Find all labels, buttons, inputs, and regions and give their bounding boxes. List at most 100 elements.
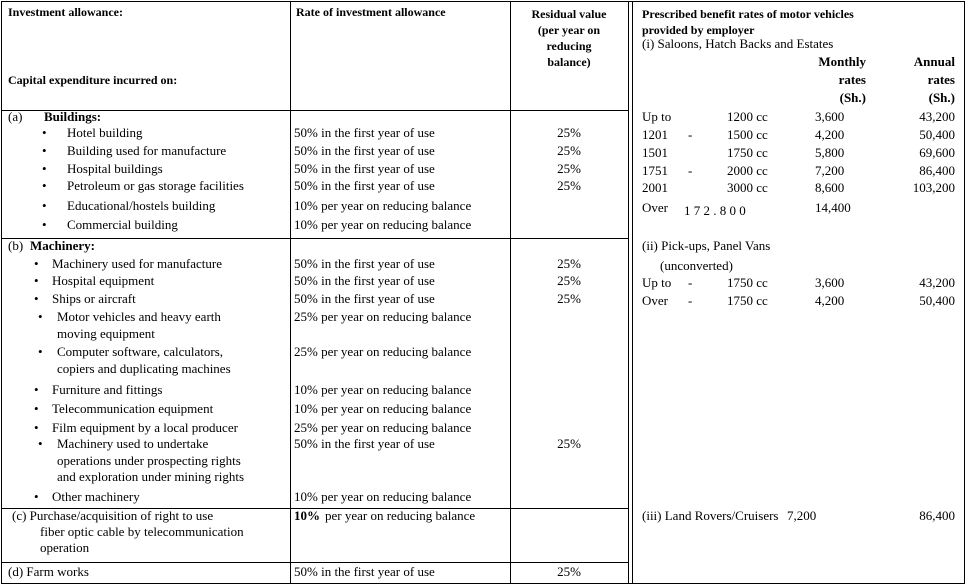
bullet: • bbox=[42, 161, 47, 176]
rule bbox=[1, 1, 965, 2]
residual-cell: 25% bbox=[557, 178, 581, 193]
annual-rate: 43,200 bbox=[919, 109, 955, 124]
residual-cell: 25% bbox=[557, 436, 581, 451]
header-cell: Residual value bbox=[531, 7, 607, 21]
item-text: Ships or aircraft bbox=[52, 291, 136, 306]
rate-cell: 50% in the first year of use bbox=[294, 436, 435, 451]
item-text: (d) Farm works bbox=[8, 564, 89, 579]
item-text: (c) Purchase/acquisition of right to use bbox=[12, 508, 214, 523]
bullet: • bbox=[42, 178, 47, 193]
bullet: • bbox=[34, 420, 39, 435]
item-text: Educational/hostels building bbox=[67, 198, 216, 213]
column-header: Annual bbox=[913, 54, 955, 69]
item-text: operation bbox=[40, 540, 90, 555]
rule bbox=[632, 1, 633, 583]
rule bbox=[1, 583, 965, 584]
column-header: (Sh.) bbox=[928, 90, 955, 105]
rule bbox=[1, 238, 628, 239]
range-to: 1750 cc bbox=[727, 293, 768, 308]
annual-rate: 43,200 bbox=[919, 275, 955, 290]
item-text: moving equipment bbox=[57, 326, 155, 341]
range-from: Over bbox=[642, 200, 668, 215]
bullet: • bbox=[38, 309, 43, 324]
rate-cell: per year on reducing balance bbox=[325, 508, 476, 523]
annual-rate: 69,600 bbox=[919, 145, 955, 160]
range-from: Up to bbox=[642, 275, 672, 290]
monthly-rate: 3,600 bbox=[815, 109, 845, 124]
range-to: 2000 cc bbox=[727, 163, 768, 178]
group-title: (unconverted) bbox=[660, 258, 733, 273]
item-text: Machinery used for manufacture bbox=[52, 256, 223, 271]
rate-cell: 50% in the first year of use bbox=[294, 178, 435, 193]
item-text: Hospital buildings bbox=[67, 161, 163, 176]
right-title: provided by employer bbox=[642, 23, 755, 37]
monthly-rate: 4,200 bbox=[815, 293, 845, 308]
rate-cell: 50% in the first year of use bbox=[294, 125, 435, 140]
annual-rate: 50,400 bbox=[919, 293, 955, 308]
item-text: Furniture and fittings bbox=[52, 382, 163, 397]
right-title: Prescribed benefit rates of motor vehicl… bbox=[642, 7, 854, 21]
annual-rate: 103,200 bbox=[912, 180, 955, 195]
range-from: Up to bbox=[642, 109, 672, 124]
monthly-rate: 3,600 bbox=[815, 275, 845, 290]
range-from: 1201 bbox=[642, 127, 668, 142]
residual-cell: 25% bbox=[557, 256, 581, 271]
rule bbox=[1, 110, 628, 111]
range-to: 1200 cc bbox=[727, 109, 768, 124]
column-header: rates bbox=[838, 72, 866, 87]
rule bbox=[628, 1, 629, 583]
bullet: • bbox=[42, 125, 47, 140]
bullet: • bbox=[34, 273, 39, 288]
section-label: (a) bbox=[8, 109, 23, 124]
rule bbox=[1, 1, 2, 583]
annual-rate: 86,400 bbox=[919, 163, 955, 178]
rate-cell: 25% per year on reducing balance bbox=[294, 420, 472, 435]
item-text: and exploration under mining rights bbox=[57, 469, 245, 484]
rate-cell: 50% in the first year of use bbox=[294, 161, 435, 176]
item-text: Telecommunication equipment bbox=[52, 401, 214, 416]
item-text: Hotel building bbox=[67, 125, 143, 140]
bullet: • bbox=[34, 291, 39, 306]
residual-cell: 25% bbox=[557, 143, 581, 158]
rule bbox=[1, 508, 628, 509]
monthly-rate: 14,400 bbox=[815, 200, 851, 215]
bullet: • bbox=[38, 436, 43, 451]
bullet: • bbox=[38, 344, 43, 359]
item-text: fiber optic cable by telecommunication bbox=[40, 524, 244, 539]
header-cell: Capital expenditure incurred on: bbox=[8, 73, 178, 87]
range-from: 2001 bbox=[642, 180, 668, 195]
item-text: Building used for manufacture bbox=[67, 143, 227, 158]
range-sep: - bbox=[688, 275, 693, 290]
range-sep: - bbox=[688, 163, 693, 178]
header-cell: Rate of investment allowance bbox=[296, 5, 446, 19]
rate-cell: 50% in the first year of use bbox=[294, 564, 435, 579]
bullet: • bbox=[34, 256, 39, 271]
monthly-rate: 7,200 bbox=[787, 508, 817, 523]
rate-cell: 25% per year on reducing balance bbox=[294, 344, 472, 359]
bullet: • bbox=[34, 382, 39, 397]
monthly-rate: 4,200 bbox=[815, 127, 845, 142]
item-text: Other machinery bbox=[52, 489, 140, 504]
monthly-rate: 8,600 bbox=[815, 180, 845, 195]
range-to: 3000 cc bbox=[727, 180, 768, 195]
residual-cell: 25% bbox=[557, 564, 581, 579]
item-text: Hospital equipment bbox=[52, 273, 155, 288]
bullet: • bbox=[42, 143, 47, 158]
bullet: • bbox=[34, 489, 39, 504]
header-cell: reducing bbox=[546, 39, 592, 53]
rate-cell: 10% bbox=[294, 508, 320, 523]
rule bbox=[510, 1, 511, 583]
range-sep: - bbox=[688, 293, 693, 308]
monthly-rate: 7,200 bbox=[815, 163, 845, 178]
annual-rate: 86,400 bbox=[919, 508, 955, 523]
rate-cell: 10% per year on reducing balance bbox=[294, 198, 472, 213]
column-header: Monthly bbox=[818, 54, 866, 69]
bullet: • bbox=[34, 401, 39, 416]
item-text: operations under prospecting rights bbox=[57, 453, 241, 468]
residual-cell: 25% bbox=[557, 125, 581, 140]
item-text: Computer software, calculators, bbox=[57, 344, 224, 359]
range-to: 1 7 2 . 8 0 0 bbox=[684, 203, 746, 218]
range-from: Over bbox=[642, 293, 668, 308]
header-cell: (per year on bbox=[537, 23, 601, 37]
